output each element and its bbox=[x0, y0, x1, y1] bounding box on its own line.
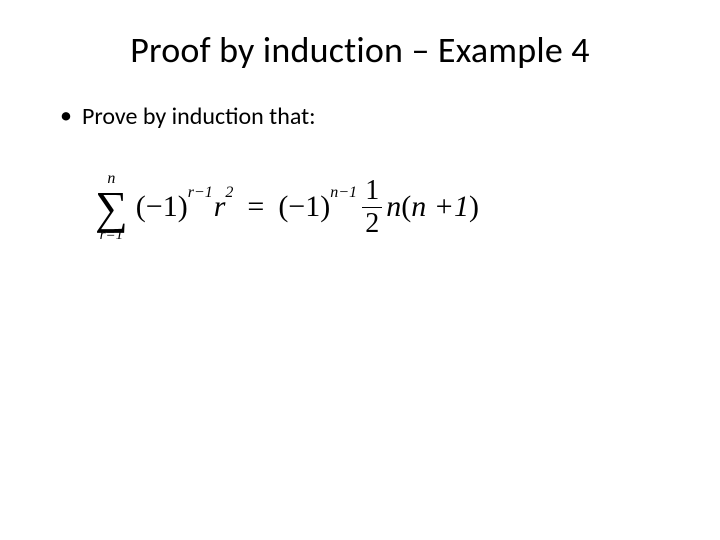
slide-body: • Prove by induction that: n ∑ r=1 (−1) … bbox=[50, 102, 670, 243]
lhs: (−1) r−1 r 2 bbox=[136, 190, 226, 224]
lhs-term1: (−1) r−1 bbox=[136, 190, 188, 224]
equals: = bbox=[247, 190, 264, 224]
rhs-n: n bbox=[386, 190, 401, 224]
lhs-term1-base: (−1) bbox=[136, 190, 188, 223]
formula: n ∑ r=1 (−1) r−1 r 2 = bbox=[60, 171, 670, 243]
frac-numerator: 1 bbox=[362, 177, 382, 205]
lhs-term1-exp: r−1 bbox=[188, 184, 213, 202]
rhs-term1-base: (−1) bbox=[278, 190, 330, 223]
bullet-text: Prove by induction that: bbox=[82, 102, 316, 131]
slide-title: Proof by induction – Example 4 bbox=[50, 28, 670, 72]
lhs-term2-base: r bbox=[214, 190, 226, 223]
frac-denominator: 2 bbox=[362, 210, 382, 238]
rhs-term1-exp: n−1 bbox=[330, 184, 357, 202]
bullet-item: • Prove by induction that: bbox=[60, 102, 670, 131]
lhs-term2-exp: 2 bbox=[225, 184, 233, 202]
bullet-glyph: • bbox=[60, 104, 72, 128]
lhs-term2: r 2 bbox=[214, 190, 226, 224]
summation: n ∑ r=1 bbox=[95, 171, 128, 243]
rhs-term1: (−1) n−1 bbox=[278, 190, 330, 224]
sum-lower-limit: r=1 bbox=[100, 228, 123, 243]
rhs: (−1) n−1 1 2 n ( n +1 ) bbox=[278, 177, 479, 238]
rhs-fraction: 1 2 bbox=[362, 177, 382, 238]
rhs-paren-close: ) bbox=[469, 190, 479, 224]
rhs-inside: n +1 bbox=[411, 190, 469, 224]
slide: Proof by induction – Example 4 • Prove b… bbox=[0, 0, 720, 540]
sigma-icon: ∑ bbox=[95, 187, 128, 228]
rhs-paren-open: ( bbox=[401, 190, 411, 224]
